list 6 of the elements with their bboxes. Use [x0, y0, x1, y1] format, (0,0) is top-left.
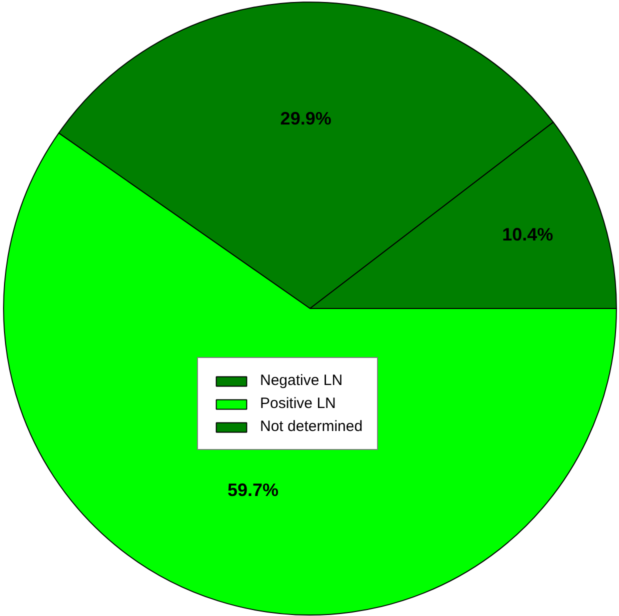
legend-label: Negative LN [260, 372, 343, 389]
data-label: 59.7% [227, 480, 279, 500]
data-label: 29.9% [280, 108, 332, 129]
legend-label: Positive LN [260, 395, 336, 412]
data-label: 10.4% [502, 224, 554, 245]
legend-label: Not determined [260, 418, 363, 435]
